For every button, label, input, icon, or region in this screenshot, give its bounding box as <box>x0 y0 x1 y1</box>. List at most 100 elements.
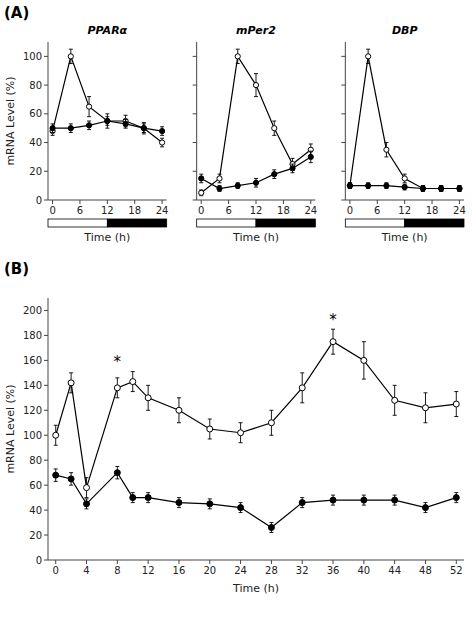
error-bar <box>69 124 73 133</box>
x-tick-label: 12 <box>398 205 411 216</box>
data-point <box>453 495 459 501</box>
x-tick <box>117 560 118 564</box>
y-axis-line <box>48 42 49 200</box>
data-point <box>439 186 444 191</box>
error-bar-cap <box>69 123 73 124</box>
error-bar <box>366 49 370 63</box>
data-point <box>308 154 313 159</box>
error-bar <box>239 423 243 443</box>
data-point <box>217 186 222 191</box>
plot-area <box>199 49 314 196</box>
data-point <box>86 104 91 109</box>
error-bar <box>51 124 55 133</box>
y-tick <box>44 113 48 114</box>
data-point <box>422 505 428 511</box>
x-tick <box>271 560 272 564</box>
error-bar <box>439 186 443 192</box>
y-tick-label: 120 <box>23 405 42 416</box>
data-point <box>392 397 398 403</box>
data-point <box>160 128 165 133</box>
error-bar-cap <box>85 498 89 499</box>
data-point <box>299 385 305 391</box>
data-point <box>84 501 90 507</box>
series <box>347 49 462 191</box>
data-point <box>253 180 258 185</box>
data-point <box>457 186 462 191</box>
series <box>199 49 314 196</box>
error-bar-cap <box>199 182 203 183</box>
x-tick <box>256 200 257 204</box>
series-line <box>53 56 163 142</box>
error-bar-cap <box>362 379 366 380</box>
error-bar <box>309 151 313 162</box>
error-bar-cap <box>54 445 58 446</box>
y-tick <box>193 171 197 172</box>
panel-label: (A) <box>4 4 29 22</box>
y-tick-label: 80 <box>29 455 42 466</box>
error-bar <box>208 499 212 509</box>
error-bar <box>124 115 128 126</box>
error-bar <box>439 186 443 192</box>
error-bar-cap <box>69 49 73 50</box>
data-point <box>439 186 444 191</box>
data-point <box>207 426 213 432</box>
data-point <box>141 126 146 131</box>
x-axis-label: Time (h) <box>232 582 279 595</box>
series <box>50 117 165 136</box>
x-tick <box>107 200 108 204</box>
error-bar-cap <box>239 512 243 513</box>
error-bar <box>85 499 89 509</box>
y-tick <box>44 56 48 57</box>
x-tick-label: 40 <box>357 565 370 576</box>
error-bar <box>131 372 135 392</box>
error-bar <box>54 469 58 481</box>
x-tick-label: 12 <box>101 205 114 216</box>
data-point <box>402 176 407 181</box>
error-bar-cap <box>115 466 119 467</box>
data-point <box>420 186 425 191</box>
error-bar-cap <box>131 492 135 493</box>
y-tick <box>44 460 48 461</box>
y-tick <box>193 142 197 143</box>
error-bar-cap <box>393 415 397 416</box>
dark-phase-bar <box>107 219 166 227</box>
data-point <box>361 357 367 363</box>
error-bar-cap <box>254 96 258 97</box>
error-bar-cap <box>423 422 427 423</box>
x-axis-label: Time (h) <box>83 231 130 244</box>
error-bar-cap <box>300 372 304 373</box>
error-bar <box>421 186 425 192</box>
error-bar-cap <box>254 73 258 74</box>
error-bar <box>362 342 366 379</box>
error-bar <box>393 495 397 505</box>
error-bar-cap <box>69 485 73 486</box>
error-bar-cap <box>69 372 73 373</box>
data-point <box>145 395 151 401</box>
error-bar-cap <box>177 422 181 423</box>
error-bar-cap <box>51 132 55 133</box>
y-tick <box>341 56 345 57</box>
series <box>50 49 165 147</box>
data-point <box>268 525 274 531</box>
error-bar-cap <box>87 96 91 97</box>
error-bar-cap <box>269 522 273 523</box>
error-bar-cap <box>272 121 276 122</box>
error-bar-cap <box>300 497 304 498</box>
error-bar-cap <box>272 169 276 170</box>
x-tick <box>333 560 334 564</box>
light-phase-bar <box>197 219 256 227</box>
error-bar <box>54 425 58 445</box>
error-bar <box>454 493 458 503</box>
error-bar <box>105 114 109 128</box>
error-bar <box>362 495 366 505</box>
error-bar-cap <box>393 505 397 506</box>
error-bar <box>348 183 352 189</box>
x-axis-line <box>48 200 167 201</box>
error-bar <box>69 473 73 485</box>
x-axis-label: Time (h) <box>232 231 279 244</box>
data-point <box>253 82 258 87</box>
error-bar <box>366 183 370 189</box>
error-bar <box>272 121 276 135</box>
error-bar <box>105 117 109 126</box>
x-tick-label: 6 <box>77 205 83 216</box>
